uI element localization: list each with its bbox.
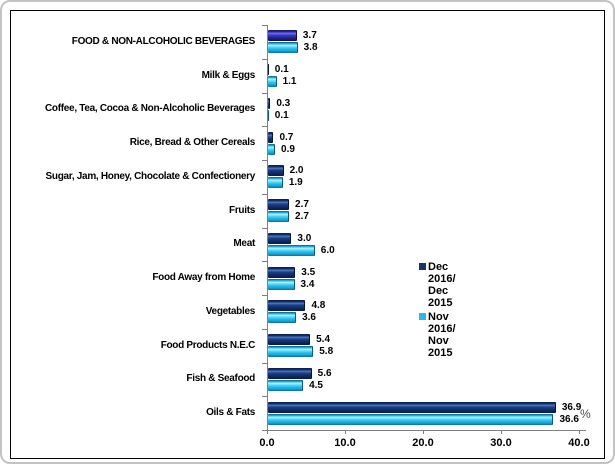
value-label-dec: 3.7 (302, 30, 317, 42)
value-label-nov: 3.8 (303, 42, 318, 54)
legend-entry-dec: Dec 2016/Dec 2015 (419, 261, 456, 309)
x-axis-tick-label: 0.0 (259, 437, 275, 449)
axis-unit-label: % (580, 407, 591, 421)
value-label-dec: 0.7 (279, 131, 294, 143)
y-axis-tick (262, 261, 267, 262)
y-axis-tick (262, 363, 267, 364)
x-axis-tick-label: 20.0 (412, 437, 434, 449)
bar-dec2016-dec2015 (268, 334, 311, 346)
bar-nov2016-nov2015 (268, 346, 314, 358)
bar-dec2016-dec2015 (268, 97, 271, 109)
value-label-dec: 4.8 (311, 300, 326, 312)
value-label-nov: 4.5 (309, 379, 323, 391)
value-label-nov: 1.1 (282, 76, 297, 88)
bar-dec2016-dec2015 (268, 64, 269, 76)
bar-dec2016-dec2015 (268, 131, 274, 143)
y-axis-tick (262, 126, 267, 127)
bar-nov2016-nov2015 (268, 278, 295, 290)
bar-dec2016-dec2015 (268, 232, 292, 244)
legend-swatch-dec (419, 263, 426, 270)
value-label-dec: 2.7 (295, 199, 309, 211)
value-label-dec: 3.0 (297, 232, 312, 244)
value-label-nov: 2.7 (295, 211, 309, 223)
value-label-dec: 0.3 (276, 97, 291, 109)
x-axis-line (267, 430, 586, 431)
y-axis-tick (262, 228, 267, 229)
y-axis-tick (262, 25, 267, 26)
category-label: Oils & Fats (206, 407, 255, 419)
y-axis-tick (262, 396, 267, 397)
legend-swatch-nov (419, 313, 426, 320)
x-axis-tick (579, 430, 580, 434)
y-axis-tick (262, 59, 267, 60)
bar-nov2016-nov2015 (268, 143, 276, 155)
bar-nov2016-nov2015 (268, 109, 269, 121)
value-label-dec: 3.5 (301, 266, 316, 278)
bar-dec2016-dec2015 (268, 300, 306, 312)
bar-dec2016-dec2015 (268, 199, 290, 211)
category-label: Rice, Bread & Other Cereals (129, 137, 256, 149)
x-axis-tick (423, 430, 424, 434)
category-label: FOOD & NON-ALCOHOLIC BEVERAGES (71, 35, 256, 47)
y-axis-tick (262, 93, 267, 94)
value-label-nov: 0.9 (281, 143, 295, 155)
value-label-nov: 3.6 (302, 312, 316, 324)
value-label-nov: 36.6 (559, 413, 579, 425)
category-label: Coffee, Tea, Cocoa & Non-Alcoholic Bever… (45, 103, 255, 115)
y-axis-line (267, 25, 268, 430)
value-label-dec: 5.4 (316, 334, 331, 346)
bar-nov2016-nov2015 (268, 76, 277, 88)
bar-nov2016-nov2015 (268, 42, 298, 54)
category-label: Milk & Eggs (201, 69, 256, 81)
legend-label-dec: Dec 2016/Dec 2015 (428, 261, 456, 309)
value-label-dec: 2.0 (289, 165, 304, 177)
y-axis-tick (262, 430, 267, 431)
legend-label-nov-line2: Nov 2015 (428, 335, 453, 359)
category-label: Fruits (229, 204, 255, 216)
value-label-nov: 1.9 (288, 177, 303, 189)
bar-nov2016-nov2015 (268, 312, 297, 324)
bar-dec2016-dec2015 (268, 401, 556, 413)
legend-label-dec-line1: Dec 2016/ (428, 261, 456, 285)
category-label: Food Away from Home (152, 272, 255, 284)
x-axis-tick-label: 10.0 (334, 437, 356, 449)
x-axis-tick (267, 430, 268, 434)
bar-dec2016-dec2015 (268, 266, 296, 278)
y-axis-tick (262, 329, 267, 330)
category-label: Vegetables (205, 305, 256, 317)
bar-nov2016-nov2015 (268, 413, 554, 425)
category-label: Meat (233, 238, 255, 250)
value-label-dec: 36.9 (561, 401, 582, 413)
category-label: Fish & Seafood (186, 373, 255, 385)
bar-nov2016-nov2015 (268, 244, 315, 256)
value-label-nov: 0.1 (274, 109, 289, 121)
x-axis-tick (501, 430, 502, 434)
y-axis-tick (262, 295, 267, 296)
value-label-dec: 0.1 (274, 64, 289, 76)
value-label-nov: 5.8 (319, 346, 334, 358)
bar-nov2016-nov2015 (268, 177, 283, 189)
legend-entry-nov: Nov 2016/Nov 2015 (419, 311, 456, 359)
legend-label-dec-line2: Dec 2015 (428, 285, 453, 309)
x-axis-tick-label: 40.0 (568, 437, 590, 449)
bar-dec2016-dec2015 (268, 165, 284, 177)
bar-dec2016-dec2015 (268, 367, 312, 379)
y-axis-tick (262, 160, 267, 161)
bar-nov2016-nov2015 (268, 211, 290, 223)
y-axis-tick (262, 194, 267, 195)
plot-area: FOOD & NON-ALCOHOLIC BEVERAGES 3.7 3.8 Milk… (11, 11, 604, 458)
category-label: Food Products N.E.C (160, 339, 256, 351)
x-axis-tick (345, 430, 346, 434)
value-label-nov: 3.4 (300, 278, 315, 290)
chart-border: FOOD & NON-ALCOHOLIC BEVERAGES 3.7 3.8 Milk… (10, 10, 605, 459)
category-label: Sugar, Jam, Honey, Chocolate & Confectio… (45, 170, 256, 182)
x-axis-tick-label: 30.0 (490, 437, 512, 449)
legend-label-nov: Nov 2016/Nov 2015 (428, 311, 456, 359)
legend-label-nov-line1: Nov 2016/ (428, 311, 456, 335)
value-label-dec: 5.6 (317, 367, 332, 379)
bar-dec2016-dec2015 (268, 30, 297, 42)
value-label-nov: 6.0 (320, 244, 335, 256)
bar-nov2016-nov2015 (268, 379, 304, 391)
